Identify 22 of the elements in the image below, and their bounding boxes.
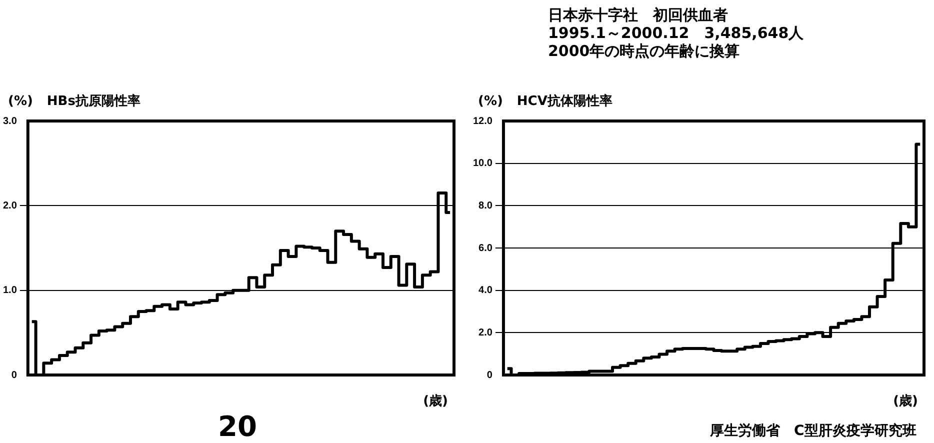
x-axis-title: (歳) — [893, 393, 918, 410]
y-tick-label: 0 — [486, 370, 493, 381]
y-tick-label: 3.0 — [2, 116, 18, 127]
y-tick-label: 1.0 — [2, 285, 18, 296]
y-tick-label: 6.0 — [478, 242, 493, 254]
text: 20 — [218, 410, 257, 443]
text: 2000年の時点の年齢に換算 — [548, 42, 740, 60]
text: 日本赤十字社 初回供血者 — [548, 6, 728, 24]
y-axis-title: (%) — [8, 94, 33, 109]
y-tick-label: 8.0 — [478, 200, 493, 212]
text: 厚生労働省 C型肝炎疫学研究班 — [710, 422, 916, 440]
y-tick-label: 0 — [11, 370, 18, 381]
y-axis-title: (%) — [478, 94, 503, 109]
chart-title: HBs抗原陽性率 — [46, 94, 140, 109]
y-tick-label: 4.0 — [478, 285, 493, 296]
y-tick-label: 2.0 — [478, 327, 493, 338]
text: 1995.1～2000.12 3,485,648人 — [548, 24, 804, 42]
y-tick-label: 12.0 — [472, 116, 493, 127]
chart-title: HCV抗体陽性率 — [516, 94, 612, 109]
y-tick-label: 2.0 — [2, 200, 18, 212]
y-tick-label: 10.0 — [472, 158, 493, 170]
x-axis-title: (歳) — [423, 393, 448, 410]
